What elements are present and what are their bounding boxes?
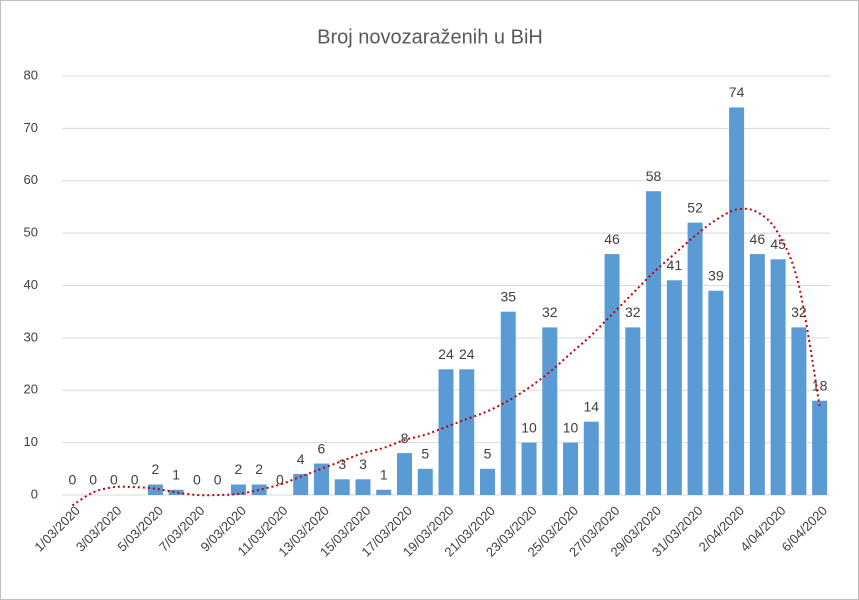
y-tick-label: 10 [24, 434, 38, 449]
bar [355, 479, 371, 495]
bar [542, 327, 558, 495]
data-label: 46 [604, 231, 620, 247]
bar [251, 484, 267, 495]
data-label: 3 [359, 456, 367, 472]
data-label: 35 [500, 288, 516, 304]
data-label: 8 [401, 430, 409, 446]
data-label: 10 [521, 419, 537, 435]
data-label: 10 [563, 419, 579, 435]
bar [293, 474, 309, 495]
bar [147, 484, 163, 495]
bar [749, 254, 765, 495]
bar [791, 327, 807, 495]
bar [230, 484, 246, 495]
bar [812, 400, 828, 495]
data-label: 4 [297, 451, 305, 467]
data-label: 74 [729, 84, 745, 100]
data-label: 2 [255, 461, 263, 477]
bar [521, 442, 537, 495]
data-label: 0 [89, 472, 97, 488]
bar [625, 327, 641, 495]
data-label: 24 [438, 346, 454, 362]
bar [396, 453, 412, 495]
y-tick-label: 60 [24, 172, 38, 187]
data-label: 6 [318, 440, 326, 456]
data-label: 1 [172, 466, 180, 482]
bar [729, 107, 745, 496]
y-tick-label: 40 [24, 277, 38, 292]
y-tick-label: 0 [31, 486, 38, 501]
bar [459, 369, 475, 495]
bar [376, 489, 392, 495]
y-tick-label: 70 [24, 120, 38, 135]
y-tick-label: 50 [24, 225, 38, 240]
bar [313, 463, 329, 495]
data-label: 0 [276, 472, 284, 488]
data-label: 32 [625, 304, 641, 320]
data-label: 41 [667, 257, 683, 273]
bar [687, 222, 703, 495]
bar [770, 259, 786, 495]
chart-title: Broj novozaraženih u BiH [317, 26, 543, 48]
data-label: 5 [421, 446, 429, 462]
bar [438, 369, 454, 495]
bar [583, 421, 599, 495]
bar [646, 191, 662, 495]
bar [604, 254, 620, 495]
data-label: 0 [110, 472, 118, 488]
data-label: 5 [484, 446, 492, 462]
bar [500, 311, 516, 495]
data-label: 32 [791, 304, 807, 320]
y-tick-label: 80 [24, 67, 38, 82]
data-label: 0 [131, 472, 139, 488]
data-label: 32 [542, 304, 558, 320]
data-label: 0 [193, 472, 201, 488]
data-label: 14 [584, 398, 600, 414]
bar [563, 442, 579, 495]
data-label: 0 [68, 472, 76, 488]
y-tick-label: 30 [24, 329, 38, 344]
data-label: 18 [812, 377, 828, 393]
data-label: 2 [235, 461, 243, 477]
bar [417, 468, 433, 495]
data-label: 3 [338, 456, 346, 472]
data-label: 2 [152, 461, 160, 477]
y-tick-label: 20 [24, 382, 38, 397]
bar [708, 290, 724, 495]
bar [666, 280, 682, 495]
data-label: 0 [214, 472, 222, 488]
data-label: 24 [459, 346, 475, 362]
data-label: 46 [750, 231, 766, 247]
data-label: 52 [687, 199, 703, 215]
data-label: 58 [646, 168, 662, 184]
bar [168, 489, 184, 495]
data-label: 39 [708, 267, 724, 283]
bar [334, 479, 350, 495]
bar [480, 468, 496, 495]
data-label: 1 [380, 466, 388, 482]
